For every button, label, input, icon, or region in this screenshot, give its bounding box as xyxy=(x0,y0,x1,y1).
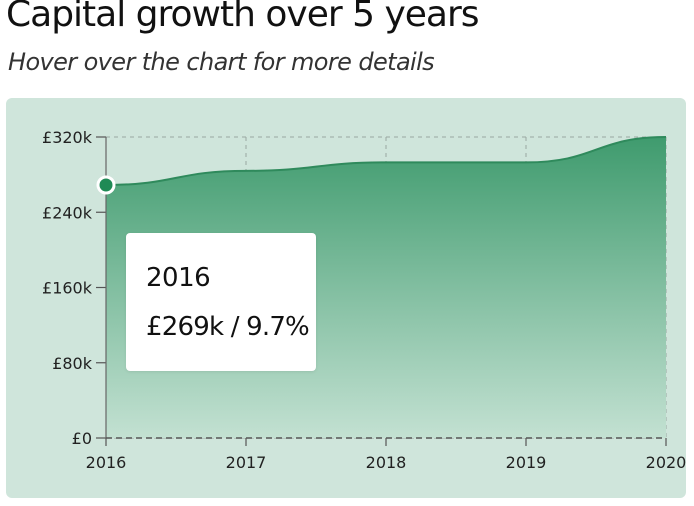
y-tick-label: £160k xyxy=(42,279,93,298)
x-tick-label: 2019 xyxy=(506,453,547,472)
y-tick-label: £80k xyxy=(52,354,93,373)
y-tick-label: £320k xyxy=(42,128,93,147)
x-tick-label: 2020 xyxy=(646,453,687,472)
series-line xyxy=(105,136,667,186)
chart-subtitle: Hover over the chart for more details xyxy=(8,48,435,76)
highlighted-point-marker[interactable] xyxy=(96,175,116,195)
chart-title: Capital growth over 5 years xyxy=(6,0,480,35)
tooltip-value: £269k / 9.7% xyxy=(146,312,310,342)
y-tick-label: £240k xyxy=(42,203,93,222)
chart-tooltip: 2016 £269k / 9.7% xyxy=(126,233,316,371)
x-tick-label: 2016 xyxy=(86,453,127,472)
y-tick-label: £0 xyxy=(72,429,92,448)
tooltip-year: 2016 xyxy=(146,263,211,293)
x-tick-label: 2018 xyxy=(366,453,407,472)
x-tick-label: 2017 xyxy=(226,453,267,472)
